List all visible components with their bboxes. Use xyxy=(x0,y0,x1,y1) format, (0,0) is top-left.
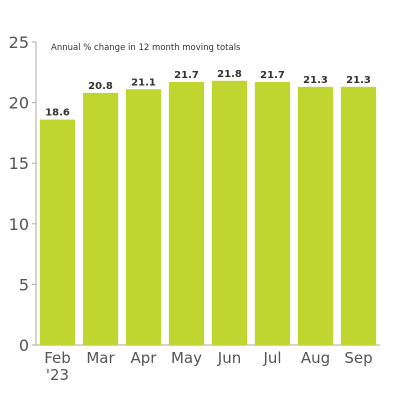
x-tick-label: Sep xyxy=(344,349,372,367)
bar xyxy=(82,92,119,346)
x-tick-label: Mar xyxy=(86,349,115,367)
bar xyxy=(211,80,248,345)
data-label: 21.3 xyxy=(346,75,371,86)
data-labels: 18.6 20.8 21.1 21.7 21.8 21.7 21.3 21.3 xyxy=(45,69,371,119)
x-tick-label: Feb '23 xyxy=(44,349,71,384)
x-tick-label: Jul xyxy=(262,349,281,367)
bar xyxy=(168,81,205,345)
x-axis: Feb '23 Mar Apr May Jun Jul Aug Sep xyxy=(36,344,380,384)
data-label: 18.6 xyxy=(45,108,70,119)
y-tick-label: 10 xyxy=(9,215,29,234)
bar xyxy=(297,86,334,346)
data-label: 21.3 xyxy=(303,75,328,86)
y-axis: 0 5 10 15 20 25 xyxy=(9,33,37,355)
data-label: 20.8 xyxy=(88,81,113,92)
x-tick-label: Apr xyxy=(131,349,158,367)
data-label: 21.7 xyxy=(260,70,285,81)
data-label: 21.8 xyxy=(217,69,242,80)
bar xyxy=(125,89,162,345)
y-tick-label: 20 xyxy=(9,94,29,113)
bars xyxy=(39,80,377,346)
bar xyxy=(340,86,377,346)
y-tick-label: 0 xyxy=(19,336,29,355)
y-tick-label: 25 xyxy=(9,33,29,52)
x-tick-label: Aug xyxy=(301,349,330,367)
x-tick-label: May xyxy=(171,349,202,367)
y-tick-label: 5 xyxy=(19,275,29,294)
data-label: 21.1 xyxy=(131,77,156,88)
bar xyxy=(39,119,76,346)
bar xyxy=(254,81,291,345)
x-tick-label: Jun xyxy=(217,349,241,367)
y-tick-label: 15 xyxy=(9,154,29,173)
chart-annotation: Annual % change in 12 month moving total… xyxy=(51,43,241,53)
data-label: 21.7 xyxy=(174,70,199,81)
